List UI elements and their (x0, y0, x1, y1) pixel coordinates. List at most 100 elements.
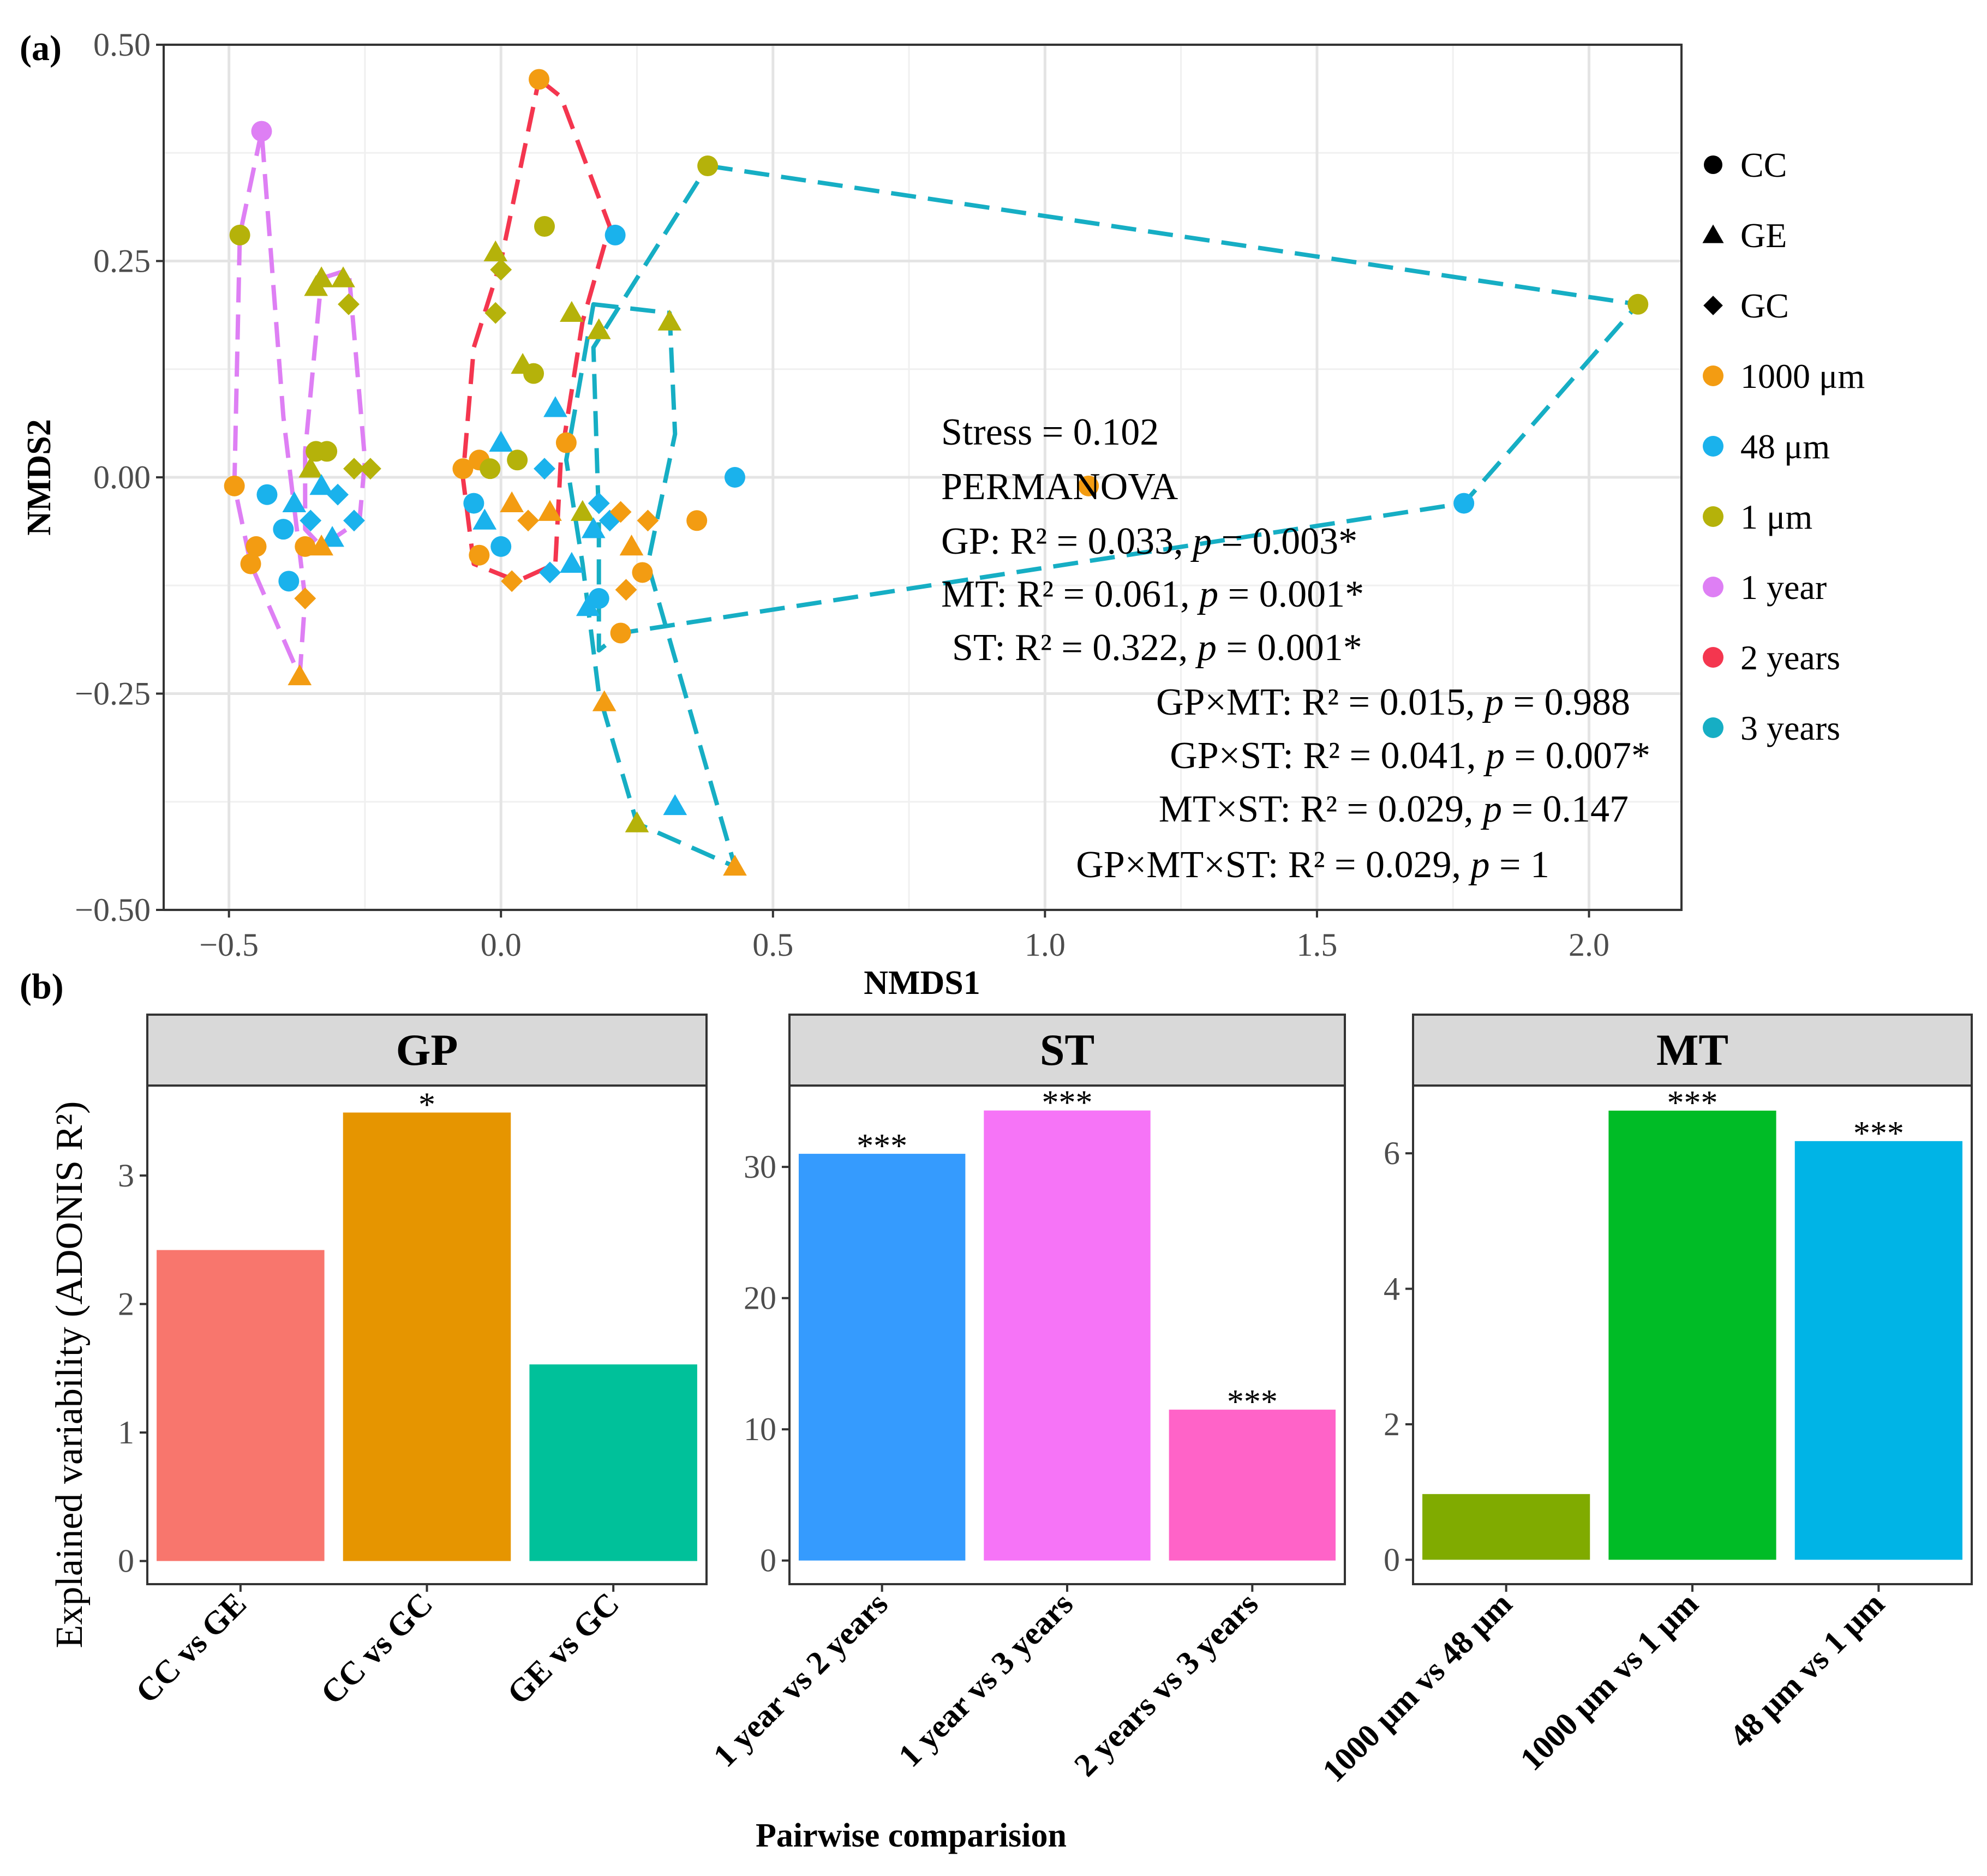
y-tick-label: 2 (118, 1286, 134, 1322)
legend-key-ge (1702, 224, 1724, 243)
legend-label-1-year: 1 year (1740, 568, 1827, 607)
y-tick-label: 6 (1384, 1135, 1400, 1171)
legend-key-48-m (1703, 436, 1723, 457)
scatter-point (246, 536, 267, 557)
bar-1000-m-vs-1-m (1608, 1110, 1776, 1560)
legend-label-ge: GE (1740, 216, 1787, 255)
x-tick-label: 0.0 (481, 927, 522, 963)
scatter-point (663, 794, 687, 816)
scatter-point (472, 508, 497, 530)
y-tick-label: 0.00 (93, 459, 151, 495)
legend-key-cc (1704, 155, 1722, 174)
scatter-point (327, 483, 349, 506)
y-tick-label: 20 (744, 1280, 776, 1316)
scatter-point (452, 458, 474, 480)
scatter-point (490, 536, 512, 557)
legend-key-1000-m (1703, 365, 1723, 386)
bar-significance-label: *** (857, 1128, 907, 1165)
scatter-point (723, 854, 747, 876)
scatter-point (637, 510, 659, 532)
bar-significance-label: *** (1853, 1115, 1904, 1152)
x-tick-label: −0.5 (199, 927, 259, 963)
y-tick-label: 0 (118, 1543, 134, 1579)
annotation-line: Stress = 0.102 (941, 411, 1159, 453)
scatter-point (224, 475, 245, 496)
scatter-point (500, 491, 524, 512)
facet-border (146, 1084, 708, 1585)
facet-title: MT (1656, 1025, 1728, 1075)
nmds-scatter-panel: −0.5 0.0 0.5 1.0 1.5 2.0 0.50 0.25 0.00 −0.25 −0.5… (21, 27, 1683, 1002)
legend-label-gc: GC (1740, 286, 1789, 325)
scatter-point (490, 259, 512, 281)
scatter-point (300, 510, 322, 532)
scatter-point (555, 432, 577, 453)
bar-1000-m-vs-48-m (1422, 1494, 1590, 1560)
legend-label-1-m: 1 μm (1740, 498, 1812, 536)
y-tick-label: 2 (1384, 1406, 1400, 1442)
y-tick-label: −0.50 (75, 892, 151, 928)
scatter-point (1453, 493, 1475, 514)
bar-48-m-vs-1-m (1794, 1141, 1962, 1560)
scatter-point (309, 474, 334, 495)
legend-label-1000-m: 1000 μm (1740, 357, 1865, 395)
annotation-line: GP×MT×ST: R² = 0.029, p = 1 (1076, 844, 1549, 886)
nmds-legend: CC GE GC 1000 μm 48 μm 1 μm 1 year 2 years 3 yea… (1702, 146, 1865, 747)
scatter-point (592, 690, 617, 711)
bar-y-axis-label: Explained variability (ADONIS R²) (49, 1101, 91, 1649)
scatter-point (588, 588, 609, 609)
scatter-point (529, 69, 550, 90)
annotation-line: ST: R² = 0.322, p = 0.001* (952, 627, 1362, 669)
scatter-point (256, 484, 278, 505)
annotation-line: PERMANOVA (941, 466, 1178, 508)
scatter-point (309, 535, 334, 556)
scatter-point (480, 458, 501, 480)
scatter-point (273, 519, 294, 540)
scatter-point (331, 266, 355, 287)
scatter-point (483, 240, 508, 262)
scatter-point (534, 216, 555, 237)
y-tick-label: 1 (118, 1415, 134, 1451)
bar-significance-label: *** (1227, 1383, 1278, 1421)
legend-label-cc: CC (1740, 146, 1787, 184)
scatter-point (559, 301, 584, 322)
facet-strip (146, 1014, 708, 1087)
annotation-line: GP×MT: R² = 0.015, p = 0.988 (1156, 681, 1630, 723)
scatter-point (343, 458, 365, 480)
scatter-point (625, 811, 649, 832)
scatter-point (229, 224, 250, 245)
scatter-point (586, 318, 611, 339)
facet-strip (788, 1014, 1346, 1087)
legend-key-gc (1703, 296, 1723, 315)
x-tick-label: 1.0 (1025, 927, 1066, 963)
legend-label-3-years: 3 years (1740, 709, 1840, 747)
facet-border (788, 1084, 1346, 1585)
scatter-point (359, 458, 381, 480)
panel-label-a: (a) (20, 28, 62, 68)
panel-label-b: (b) (20, 967, 64, 1006)
scatter-point (489, 430, 513, 452)
scatter-point (1627, 293, 1649, 315)
scatter-point (539, 561, 561, 584)
scatter-point (288, 664, 312, 686)
hull-1-year (232, 129, 308, 679)
y-tick-label: 0.50 (93, 27, 151, 63)
hull-3-years (591, 164, 1641, 653)
scatter-point (610, 622, 631, 644)
bar-cc-vs-gc (343, 1112, 511, 1561)
permanova-annotations: Stress = 0.102 PERMANOVA GP: R² = 0.033, p… (941, 411, 1650, 886)
y-tick-label: 0 (1384, 1542, 1400, 1578)
scatter-point (570, 500, 595, 521)
annotation-line: GP×ST: R² = 0.041, p = 0.007* (1170, 735, 1650, 777)
scatter-point (278, 571, 300, 592)
scatter-point (309, 266, 334, 287)
scatter-point (251, 121, 272, 142)
scatter-point (599, 510, 621, 532)
scatter-point (338, 293, 360, 315)
annotation-line: MT: R² = 0.061, p = 0.001* (941, 573, 1364, 615)
y-tick-label: 30 (744, 1149, 776, 1185)
facet-title: GP (396, 1025, 458, 1075)
bar-2-years-vs-3-years (1169, 1410, 1336, 1561)
scatter-point (657, 309, 682, 331)
